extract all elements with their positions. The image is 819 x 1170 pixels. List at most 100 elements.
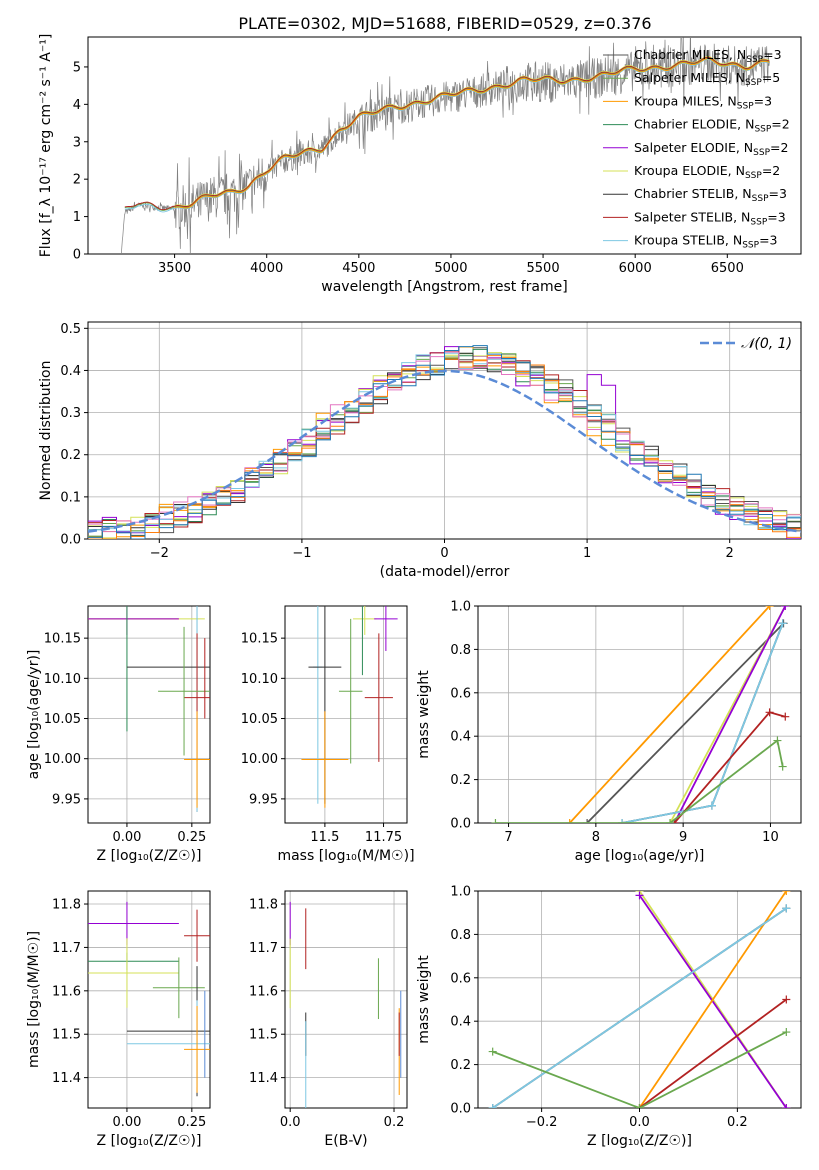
x-tick-label: 3500 [158, 261, 191, 276]
legend-sub: SSP [752, 194, 769, 204]
x-tick-label: −2 [150, 546, 169, 561]
weight-marker [488, 1104, 497, 1108]
y-tick-label: 11.5 [249, 1028, 278, 1043]
histogram-series [88, 345, 801, 539]
y-tick-label: 1.0 [450, 600, 471, 615]
weight-marker [782, 891, 791, 895]
y-tick-label: 11.4 [249, 1071, 278, 1086]
y-tick-label: 11.4 [52, 1071, 81, 1086]
y-tick-label: 10.00 [44, 752, 81, 767]
errorbar-point [152, 957, 205, 1019]
weight-line [492, 907, 787, 1108]
plot-area [488, 891, 791, 1108]
errorbar-point [184, 909, 210, 962]
weight-marker [618, 819, 627, 823]
panel-weight_vs_Z: −0.2 0.0 0.2 0.0 0.2 0.4 0.6 0.8 1.0 Z [log₁₀(Z/Z… [416, 885, 802, 1149]
legend-label: Kroupa STELIB, NSSP=3 [634, 233, 778, 251]
legend: 𝒩(0, 1) [700, 336, 792, 352]
y-tick-label: 0.4 [450, 730, 471, 745]
y-tick-label: 10.05 [44, 712, 81, 727]
legend-tail: =3 [763, 47, 781, 62]
panel-age_vs_mass: 11.5 11.75 9.95 10.00 10.05 10.10 10.15 mass [l… [241, 605, 415, 864]
legend-label: Chabrier STELIB, NSSP=3 [634, 186, 787, 204]
legend-label: 𝒩(0, 1) [741, 336, 792, 352]
weight-marker [773, 736, 782, 745]
axes-frame [87, 321, 802, 540]
y-axis-label: mass [log₁₀(M/M☉)] [26, 931, 42, 1068]
x-axis-label: age [log₁₀(age/yr)] [575, 848, 705, 864]
legend-sub: SSP [742, 241, 759, 251]
y-tick-label: 9.95 [249, 792, 278, 807]
legend-tail: =5 [762, 70, 780, 85]
legend-sub: SSP [745, 78, 762, 88]
x-axis-label: wavelength [Angstrom, rest frame] [321, 279, 567, 295]
weight-marker [765, 606, 774, 610]
weight-line [569, 606, 771, 823]
weight-line [495, 738, 784, 823]
axes-frame [284, 890, 408, 1109]
y-tick-label: 9.95 [52, 792, 81, 807]
normal-curve [88, 369, 801, 533]
plot-area [491, 606, 790, 823]
y-axis-label: Normed distribution [38, 361, 54, 501]
plot-area [88, 901, 210, 1097]
legend-text: Salpeter MILES, N [634, 70, 745, 85]
weight-line [638, 894, 788, 1108]
y-tick-label: 0.5 [60, 322, 81, 337]
weight-marker [565, 819, 574, 823]
y-tick-label: 0.2 [450, 1058, 471, 1073]
x-axis-label: (data-model)/error [380, 564, 510, 580]
legend-tail: =3 [767, 209, 785, 224]
x-tick-label: 5000 [434, 261, 467, 276]
panels: 3500 4000 4500 5000 5500 6000 6500 0 1 2 3 4 5 wavele… [26, 34, 802, 1149]
panel-spectrum: 3500 4000 4500 5000 5500 6000 6500 0 1 2 3 4 5 wavele… [38, 34, 802, 295]
x-tick-label: 0 [440, 546, 448, 561]
weight-marker [778, 619, 787, 628]
y-tick-label: 0.4 [450, 1015, 471, 1030]
x-tick-label: 8 [592, 830, 600, 845]
x-tick-label: 6000 [619, 261, 652, 276]
weight-line [638, 998, 787, 1108]
model-line [174, 58, 770, 209]
weight-marker [583, 819, 592, 823]
y-tick-label: 10.10 [44, 672, 81, 687]
x-tick-label: 0.2 [727, 1115, 748, 1130]
x-tick-label: 11.5 [310, 830, 339, 845]
legend-label: Chabrier MILES, NSSP=3 [634, 47, 782, 65]
weight-line [586, 622, 785, 823]
x-tick-label: 0.00 [112, 830, 141, 845]
y-tick-label: 0.1 [60, 490, 81, 505]
x-tick-label: −0.2 [526, 1115, 558, 1130]
legend-label: Kroupa ELODIE, NSSP=2 [634, 163, 780, 181]
weight-line [621, 623, 784, 823]
plot-area [121, 37, 770, 254]
legend-sub: SSP [750, 217, 767, 227]
errorbar-point [184, 711, 210, 808]
legend-sub: SSP [737, 101, 754, 111]
model-line [124, 56, 770, 211]
errorbar-point [374, 606, 398, 652]
weight-marker [707, 801, 716, 810]
y-tick-label: 11.7 [52, 941, 81, 956]
y-tick-label: 11.8 [52, 898, 81, 913]
weight-marker [635, 891, 644, 900]
panel-weight_vs_age: 7 8 9 10 0.0 0.2 0.4 0.6 0.8 1.0 age [log₁₀(age/yr… [416, 600, 802, 864]
legend-text: Chabrier MILES, N [634, 47, 746, 62]
weight-marker [782, 904, 791, 913]
y-axis-label: mass weight [416, 955, 432, 1044]
errorbar-point [88, 901, 179, 946]
model-line [124, 58, 770, 213]
x-tick-label: 2 [726, 546, 734, 561]
plot-area [289, 901, 402, 1108]
panel-age_vs_Z: 0.00 0.25 9.95 10.00 10.05 10.10 10.15 Z [log₁₀… [26, 605, 211, 864]
weight-line [492, 1031, 787, 1108]
x-tick-label: 0.0 [629, 1115, 650, 1130]
panel-mass_vs_Z: 0.00 0.25 11.4 11.5 11.6 11.7 11.8 Z [log₁₀(Z/Z… [26, 890, 211, 1149]
x-tick-label: 10 [762, 830, 779, 845]
y-tick-label: 0.0 [60, 533, 81, 548]
y-tick-label: 11.5 [52, 1028, 81, 1043]
legend-text: Salpeter STELIB, N [634, 209, 750, 224]
x-tick-label: 0.2 [384, 1115, 405, 1130]
legend-sub: SSP [754, 125, 771, 135]
